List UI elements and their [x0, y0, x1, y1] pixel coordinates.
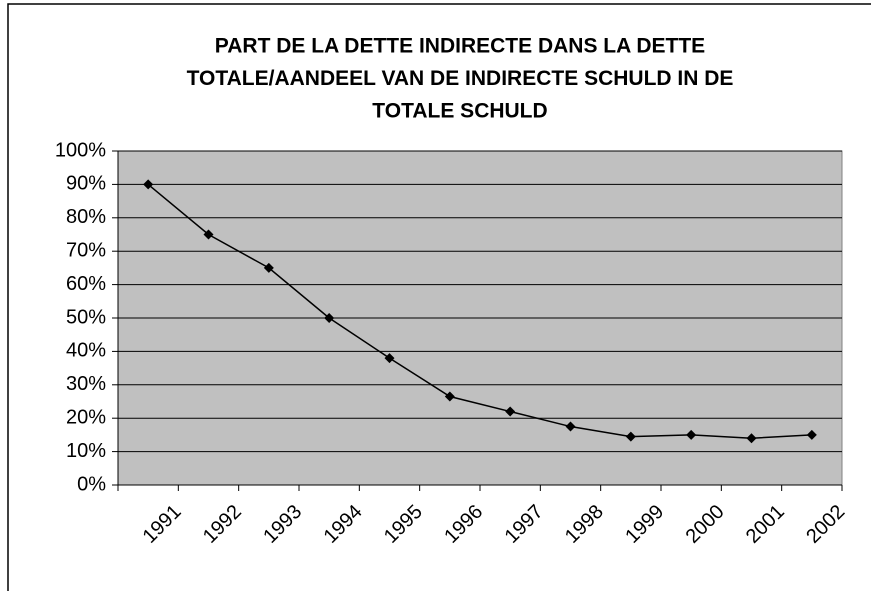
y-tick-label: 80% — [66, 206, 106, 228]
x-tick-label: 2000 — [682, 501, 729, 548]
x-tick-label: 1999 — [621, 501, 668, 548]
x-tick-label: 2002 — [802, 501, 849, 548]
x-tick-label: 1992 — [199, 501, 246, 548]
y-tick-label: 50% — [66, 306, 106, 328]
x-tick-label: 1991 — [139, 501, 186, 548]
marker — [324, 313, 335, 323]
marker — [444, 391, 455, 402]
chart-title: TOTALE SCHULD — [372, 100, 547, 123]
x-tick-label: 1995 — [380, 501, 427, 548]
y-tick-label: 60% — [66, 273, 106, 295]
y-tick-label: 10% — [66, 440, 106, 462]
y-tick-label: 100% — [55, 139, 106, 161]
y-tick-label: 90% — [66, 173, 106, 195]
x-tick-label: 2001 — [742, 501, 789, 548]
y-tick-label: 20% — [66, 406, 106, 428]
y-tick-label: 70% — [66, 239, 106, 261]
marker — [565, 421, 576, 432]
marker — [686, 429, 697, 440]
marker — [384, 353, 395, 364]
marker — [625, 431, 636, 442]
x-tick-label: 1993 — [259, 501, 306, 548]
x-tick-label: 1997 — [501, 501, 548, 548]
chart-border — [7, 3, 871, 591]
line — [147, 183, 812, 439]
marker — [203, 229, 214, 240]
marker — [746, 433, 757, 444]
x-tick-label: 1998 — [561, 501, 608, 548]
y-tick-label: 40% — [66, 340, 106, 362]
x-tick-label: 1994 — [320, 501, 367, 548]
marker — [505, 406, 516, 417]
y-tick-label: 30% — [66, 373, 106, 395]
marker — [806, 429, 817, 440]
chart-title: PART DE LA DETTE INDIRECTE DANS LA DETTE — [215, 35, 705, 58]
marker — [143, 179, 154, 190]
y-tick-label: 0% — [77, 473, 106, 495]
marker — [263, 262, 274, 273]
x-tick-label: 1996 — [440, 501, 487, 548]
chart-title: TOTALE/AANDEEL VAN DE INDIRECTE SCHULD I… — [187, 67, 734, 90]
